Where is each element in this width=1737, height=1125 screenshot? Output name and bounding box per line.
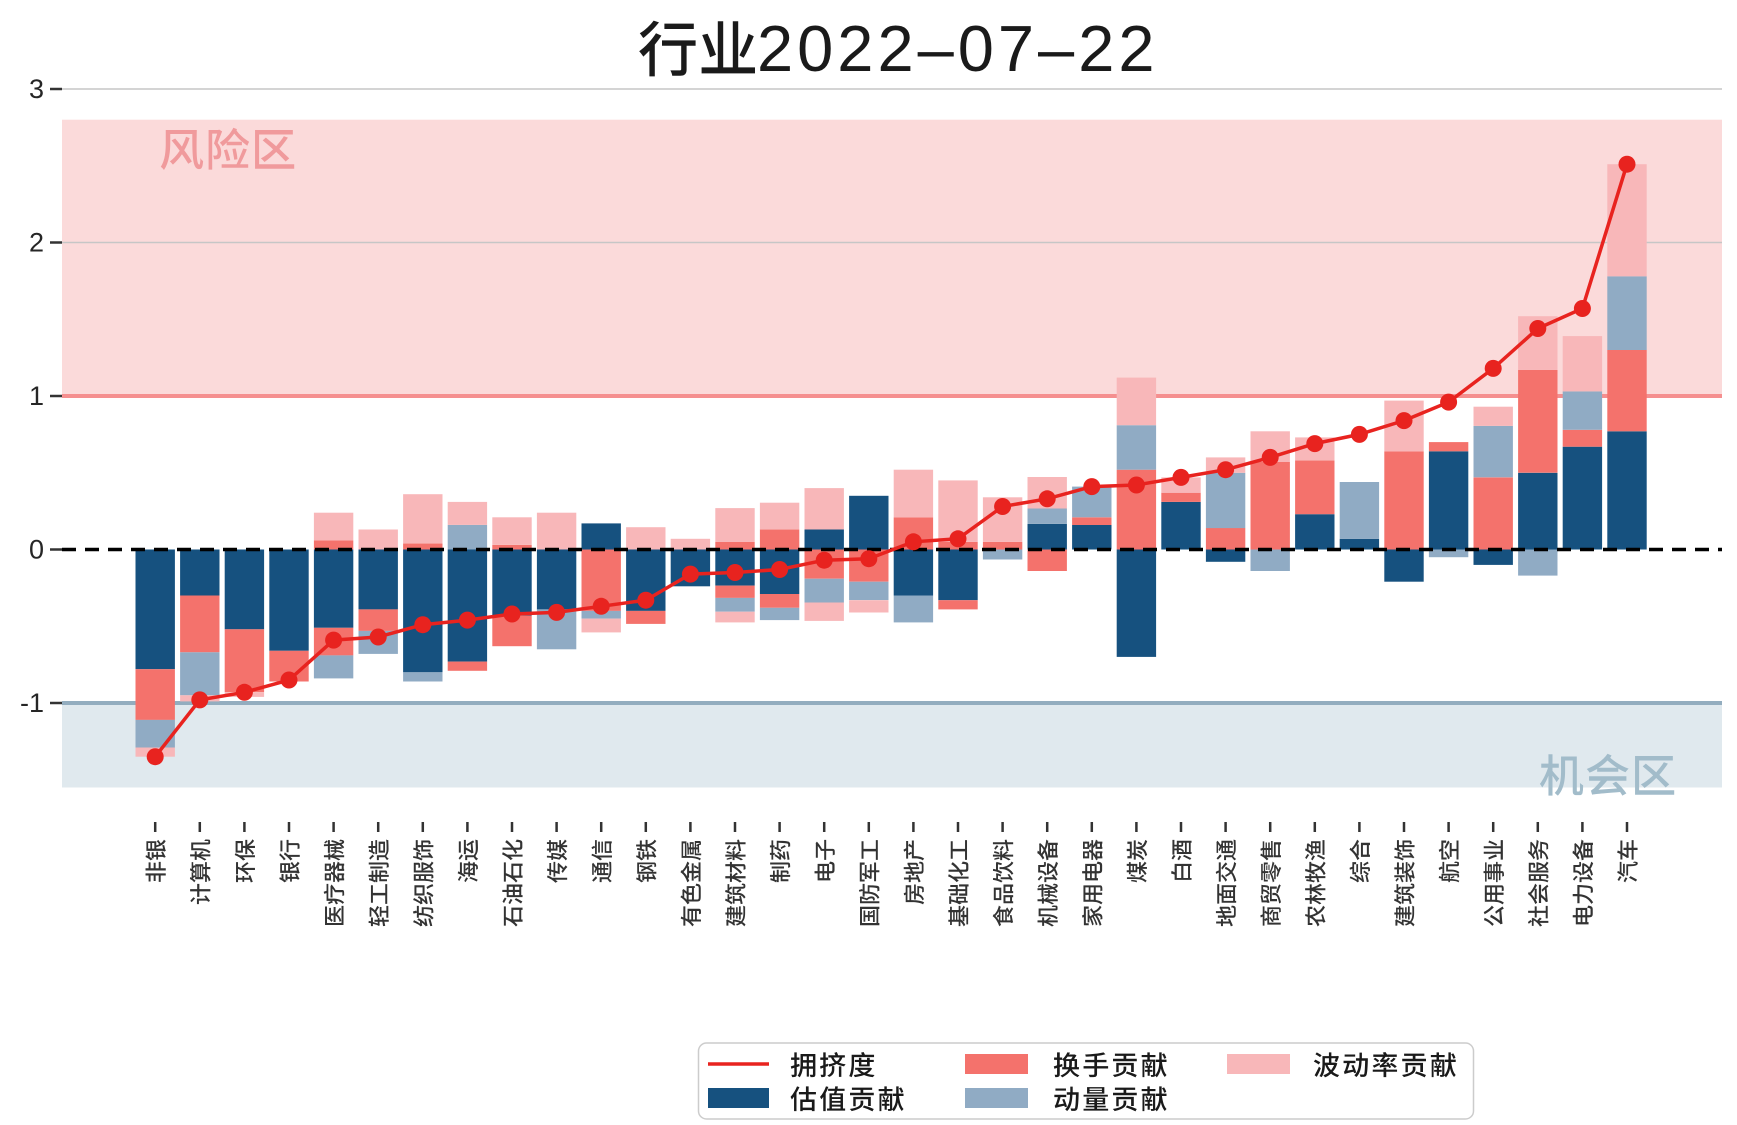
- svg-text:1: 1: [29, 381, 44, 411]
- svg-text:2022–07–22: 2022–07–22: [757, 12, 1159, 85]
- svg-text:3: 3: [29, 74, 44, 104]
- svg-text:2: 2: [29, 228, 44, 258]
- svg-text:0: 0: [29, 535, 44, 565]
- svg-text:-1: -1: [20, 688, 44, 718]
